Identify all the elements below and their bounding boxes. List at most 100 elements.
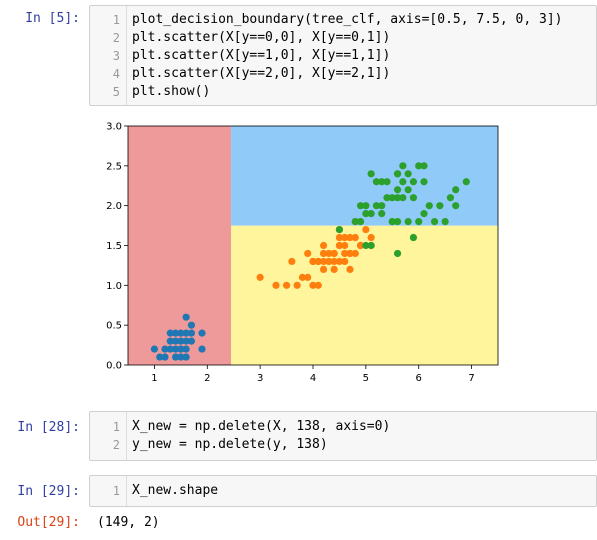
- scatter-point-class-0: [166, 329, 174, 337]
- scatter-point-class-2: [367, 241, 375, 250]
- scatter-point-class-2: [362, 241, 370, 250]
- code-cell[interactable]: 1 plot_decision_boundary(tree_clf, axis=…: [89, 5, 597, 106]
- scatter-point-class-1: [341, 241, 349, 250]
- x-tick-label: 1: [151, 373, 157, 384]
- scatter-point-class-2: [335, 225, 344, 234]
- scatter-point-class-2: [378, 202, 386, 210]
- scatter-point-class-2: [393, 170, 402, 178]
- scatter-point-class-1: [314, 281, 322, 289]
- scatter-point-class-1: [319, 241, 328, 250]
- scatter-point-class-2: [452, 202, 460, 210]
- x-tick-label: 2: [204, 373, 210, 384]
- code-text[interactable]: plt.scatter(X[y==0,0], X[y==0,1]): [132, 30, 391, 45]
- scatter-point-class-2: [378, 210, 386, 218]
- scatter-point-class-2: [393, 249, 402, 258]
- scatter-point-class-1: [319, 265, 328, 273]
- x-tick-label: 7: [468, 373, 474, 384]
- scatter-point-class-1: [356, 241, 365, 250]
- scatter-point-class-2: [409, 178, 418, 186]
- scatter-point-class-0: [182, 337, 190, 345]
- scatter-point-class-1: [309, 281, 317, 289]
- scatter-point-class-2: [393, 194, 402, 202]
- scatter-point-class-2: [356, 202, 365, 210]
- cell-prompt: In [29]:: [17, 484, 80, 499]
- code-cell[interactable]: 1 X_new.shape: [89, 475, 597, 507]
- scatter-point-class-1: [293, 281, 301, 289]
- x-tick-label: 5: [363, 373, 369, 384]
- code-line: 3 plt.scatter(X[y==1,0], X[y==1,1]): [90, 47, 596, 65]
- code-line: 2 plt.scatter(X[y==0,0], X[y==0,1]): [90, 29, 596, 47]
- line-number: 1: [112, 420, 120, 434]
- scatter-point-class-2: [356, 218, 365, 226]
- code-text[interactable]: plt.show(): [132, 84, 211, 99]
- scatter-point-class-1: [351, 249, 359, 258]
- scatter-point-class-1: [335, 257, 344, 266]
- y-tick-label: 2.0: [106, 201, 122, 212]
- scatter-point-class-0: [161, 345, 169, 353]
- y-tick-label: 1.5: [106, 241, 122, 252]
- scatter-point-class-1: [335, 241, 344, 250]
- scatter-point-class-0: [182, 345, 190, 353]
- scatter-point-class-2: [367, 170, 375, 178]
- scatter-point-class-2: [409, 194, 418, 202]
- code-line: 4 plt.scatter(X[y==2,0], X[y==2,1]): [90, 65, 596, 83]
- x-tick-label: 4: [310, 373, 316, 384]
- scatter-point-class-2: [351, 218, 359, 226]
- code-cell[interactable]: 1 X_new = np.delete(X, 138, axis=0) 2 y_…: [89, 411, 597, 461]
- code-text[interactable]: plt.scatter(X[y==2,0], X[y==2,1]): [132, 66, 391, 81]
- scatter-point-class-1: [319, 249, 328, 258]
- scatter-point-class-2: [378, 178, 386, 186]
- scatter-point-class-0: [182, 313, 190, 321]
- scatter-point-class-0: [177, 329, 185, 337]
- scatter-point-class-1: [346, 233, 354, 242]
- scatter-point-class-0: [166, 345, 174, 353]
- scatter-point-class-0: [171, 345, 180, 353]
- code-text[interactable]: X_new = np.delete(X, 138, axis=0): [132, 419, 391, 434]
- scatter-point-class-0: [171, 337, 180, 345]
- scatter-point-class-0: [177, 353, 185, 361]
- scatter-point-class-0: [182, 329, 190, 337]
- scatter-point-class-1: [341, 233, 349, 242]
- line-number-gutter: [90, 412, 127, 460]
- y-tick-label: 0.0: [106, 361, 122, 372]
- scatter-point-class-2: [383, 178, 391, 186]
- line-number-gutter: [90, 476, 127, 506]
- scatter-point-class-2: [415, 162, 423, 170]
- scatter-point-class-0: [166, 337, 174, 345]
- scatter-point-class-1: [351, 233, 359, 242]
- scatter-point-class-1: [256, 273, 264, 281]
- scatter-point-class-2: [393, 218, 402, 226]
- scatter-point-class-0: [177, 345, 185, 353]
- scatter-point-class-1: [362, 225, 370, 234]
- line-number: 1: [112, 13, 120, 27]
- scatter-point-class-1: [272, 281, 280, 289]
- scatter-point-class-2: [367, 210, 375, 218]
- scatter-point-class-0: [198, 345, 206, 353]
- scatter-point-class-0: [150, 345, 159, 353]
- scatter-point-class-1: [304, 273, 312, 281]
- line-number: 5: [112, 85, 120, 99]
- scatter-point-class-2: [436, 202, 444, 210]
- decision-boundary-plot: 1 2 3 4 5 6 7 0.0 0.5 1.0 1.5 2.0 2.5 3.0: [106, 122, 499, 384]
- cell-prompt: In [5]:: [25, 11, 80, 26]
- scatter-point-class-2: [430, 218, 439, 226]
- scatter-point-class-2: [441, 218, 449, 226]
- code-text[interactable]: plot_decision_boundary(tree_clf, axis=[0…: [132, 12, 563, 27]
- code-line: 5 plt.show(): [90, 83, 596, 101]
- output-prompt: Out[29]:: [17, 515, 80, 530]
- code-line: 1 X_new.shape: [90, 482, 596, 500]
- scatter-point-class-1: [330, 249, 338, 258]
- scatter-point-class-2: [372, 178, 381, 186]
- scatter-point-class-1: [367, 233, 375, 242]
- scatter-point-class-2: [383, 194, 391, 202]
- y-tick-label: 0.5: [106, 321, 122, 332]
- scatter-point-class-1: [346, 249, 354, 258]
- scatter-point-class-0: [198, 329, 206, 337]
- y-tick-label: 1.0: [106, 281, 122, 292]
- code-text[interactable]: y_new = np.delete(y, 138): [132, 437, 328, 452]
- code-text[interactable]: plt.scatter(X[y==1,0], X[y==1,1]): [132, 48, 391, 63]
- line-number: 2: [112, 438, 120, 452]
- scatter-point-class-0: [187, 329, 196, 337]
- code-text[interactable]: X_new.shape: [132, 483, 219, 498]
- cell-output: (149, 2): [97, 515, 160, 530]
